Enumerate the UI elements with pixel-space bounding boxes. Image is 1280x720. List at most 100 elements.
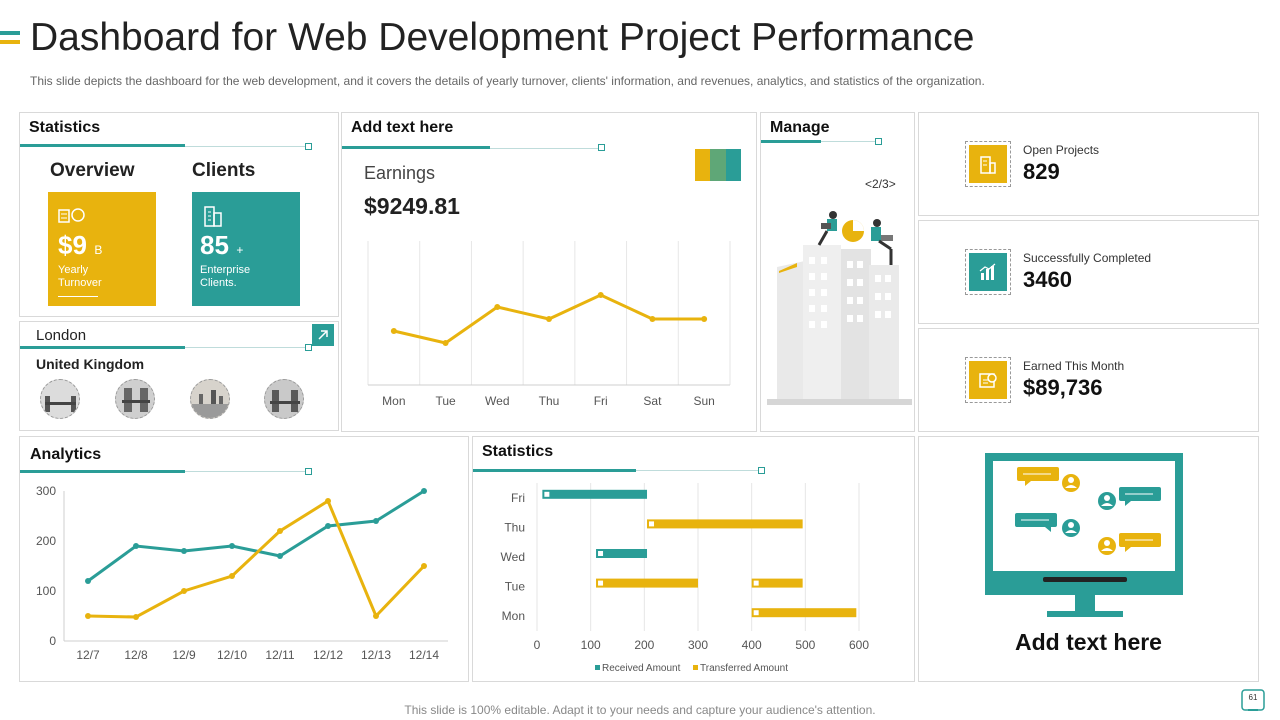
page-subtitle: This slide depicts the dashboard for the… bbox=[30, 74, 985, 88]
bar-marker bbox=[753, 580, 759, 586]
title-accent bbox=[0, 31, 20, 35]
bar-marker bbox=[598, 551, 604, 556]
overview-label-1: Yearly bbox=[58, 264, 89, 276]
arrow-up-right-icon bbox=[318, 330, 328, 340]
data-point bbox=[421, 488, 427, 494]
y-tick-label: 300 bbox=[36, 484, 56, 498]
earnings-panel: Add text here Earnings $9249.81 Mon Tue We… bbox=[341, 112, 757, 432]
x-tick-label: 100 bbox=[581, 638, 601, 652]
manage-panel: Manage <2/3> bbox=[760, 112, 915, 432]
x-tick-label: Sat bbox=[643, 394, 662, 408]
kpi-card-earned: Earned This Month $89,736 bbox=[918, 328, 1259, 432]
y-tick-label: 200 bbox=[36, 534, 56, 548]
x-tick-label: Wed bbox=[485, 394, 509, 408]
x-tick-label: Mon bbox=[382, 394, 405, 408]
earnings-value: $9249.81 bbox=[364, 193, 460, 219]
x-tick-label: 300 bbox=[688, 638, 708, 652]
x-tick-label: Tue bbox=[435, 394, 456, 408]
money-icon bbox=[979, 373, 997, 388]
bar-marker bbox=[753, 610, 759, 616]
analytics-panel: Analytics 0 100 200 300 12/7 12/8 12/9 12/10 12/… bbox=[19, 436, 469, 682]
bar bbox=[596, 578, 698, 588]
y-tick-label: Mon bbox=[502, 609, 525, 623]
series-line-1 bbox=[87, 489, 425, 583]
x-tick-label: 500 bbox=[795, 638, 815, 652]
y-tick-label: 100 bbox=[36, 584, 56, 598]
data-point bbox=[442, 340, 449, 346]
bar-marker bbox=[544, 491, 550, 497]
x-tick-label: 12/13 bbox=[361, 648, 391, 662]
kpi-value: $89,736 bbox=[1023, 375, 1103, 400]
landmark-photo-4[interactable] bbox=[264, 379, 304, 419]
x-tick-label: 12/9 bbox=[172, 648, 196, 662]
data-point bbox=[649, 316, 656, 322]
location-panel: London United Kingdom bbox=[19, 321, 339, 431]
kpi-value: 3460 bbox=[1023, 267, 1072, 292]
data-point bbox=[325, 523, 331, 529]
clients-label-2: Clients. bbox=[200, 277, 237, 289]
kpi-card-open-projects: Open Projects 829 bbox=[918, 112, 1259, 216]
data-point bbox=[373, 518, 379, 524]
expand-button[interactable] bbox=[312, 324, 334, 346]
data-point bbox=[325, 498, 331, 504]
landmark-photo-1[interactable] bbox=[40, 379, 80, 419]
kpi-card-completed: Successfully Completed 3460 bbox=[918, 220, 1259, 324]
kpi-label: Open Projects bbox=[1023, 143, 1100, 157]
color-swatches bbox=[695, 149, 741, 181]
earnings-panel-title: Add text here bbox=[351, 119, 454, 136]
landmark-photo-2[interactable] bbox=[115, 379, 155, 419]
overview-card: $9 B Yearly Turnover bbox=[48, 192, 156, 306]
y-tick-label: Fri bbox=[511, 491, 525, 505]
y-tick-label: 0 bbox=[49, 634, 56, 648]
x-tick-label: 12/8 bbox=[124, 648, 148, 662]
pager[interactable]: <2/3> bbox=[865, 177, 896, 191]
office-illustration bbox=[767, 211, 912, 405]
manage-title: Manage bbox=[770, 119, 830, 136]
x-tick-label: Thu bbox=[539, 394, 560, 408]
overview-heading: Overview bbox=[50, 160, 135, 181]
x-tick-label: 200 bbox=[634, 638, 654, 652]
legend-swatch bbox=[693, 665, 698, 670]
data-point bbox=[85, 613, 91, 619]
y-tick-label: Thu bbox=[504, 520, 525, 534]
data-point bbox=[494, 304, 501, 310]
clients-card: 85 + Enterprise Clients. bbox=[192, 192, 300, 306]
data-point bbox=[277, 553, 283, 559]
clients-value: 85 bbox=[200, 230, 229, 260]
kpi-value: 829 bbox=[1023, 159, 1060, 184]
city-label: London bbox=[36, 327, 87, 344]
x-tick-label: Sun bbox=[693, 394, 714, 408]
building-icon bbox=[980, 156, 996, 174]
x-tick-label: 12/11 bbox=[265, 648, 294, 662]
coins-icon bbox=[58, 206, 86, 229]
monitor-illustration bbox=[985, 453, 1183, 617]
data-point bbox=[181, 548, 187, 554]
data-point bbox=[85, 578, 91, 584]
country-label: United Kingdom bbox=[36, 356, 145, 372]
x-tick-label: 400 bbox=[742, 638, 762, 652]
clients-label-1: Enterprise bbox=[200, 264, 251, 276]
overview-label-2: Turnover bbox=[58, 277, 102, 289]
x-tick-label: Fri bbox=[594, 394, 608, 408]
stats-overview-panel: Statistics Overview Clients $9 B Yearly … bbox=[19, 112, 339, 317]
bar bbox=[751, 608, 857, 618]
landmark-photo-3[interactable] bbox=[190, 379, 230, 419]
statistics-title: Statistics bbox=[482, 443, 554, 460]
legend-label: Received Amount bbox=[602, 663, 681, 674]
overview-value: $9 bbox=[58, 230, 87, 260]
data-point bbox=[597, 292, 604, 298]
analytics-chart: 0 100 200 300 12/7 12/8 12/9 12/10 12/11 12/12 12/… bbox=[36, 484, 448, 662]
x-tick-label: 12/7 bbox=[76, 648, 100, 662]
data-point bbox=[277, 528, 283, 534]
monitor-panel: Add text here bbox=[918, 436, 1259, 682]
gear-icon bbox=[1241, 689, 1265, 711]
series-line-2 bbox=[87, 498, 426, 619]
data-point bbox=[181, 588, 187, 594]
data-point bbox=[546, 316, 552, 322]
statistics-chart: 0 100 200 300 400 500 600 Fri Thu Wed Tue Mon Receiv… bbox=[501, 483, 869, 674]
y-tick-label: Tue bbox=[505, 580, 526, 594]
kpi-label: Earned This Month bbox=[1023, 359, 1125, 373]
chart-icon bbox=[979, 263, 996, 280]
clients-unit: + bbox=[236, 243, 244, 257]
building-icon bbox=[202, 203, 224, 232]
